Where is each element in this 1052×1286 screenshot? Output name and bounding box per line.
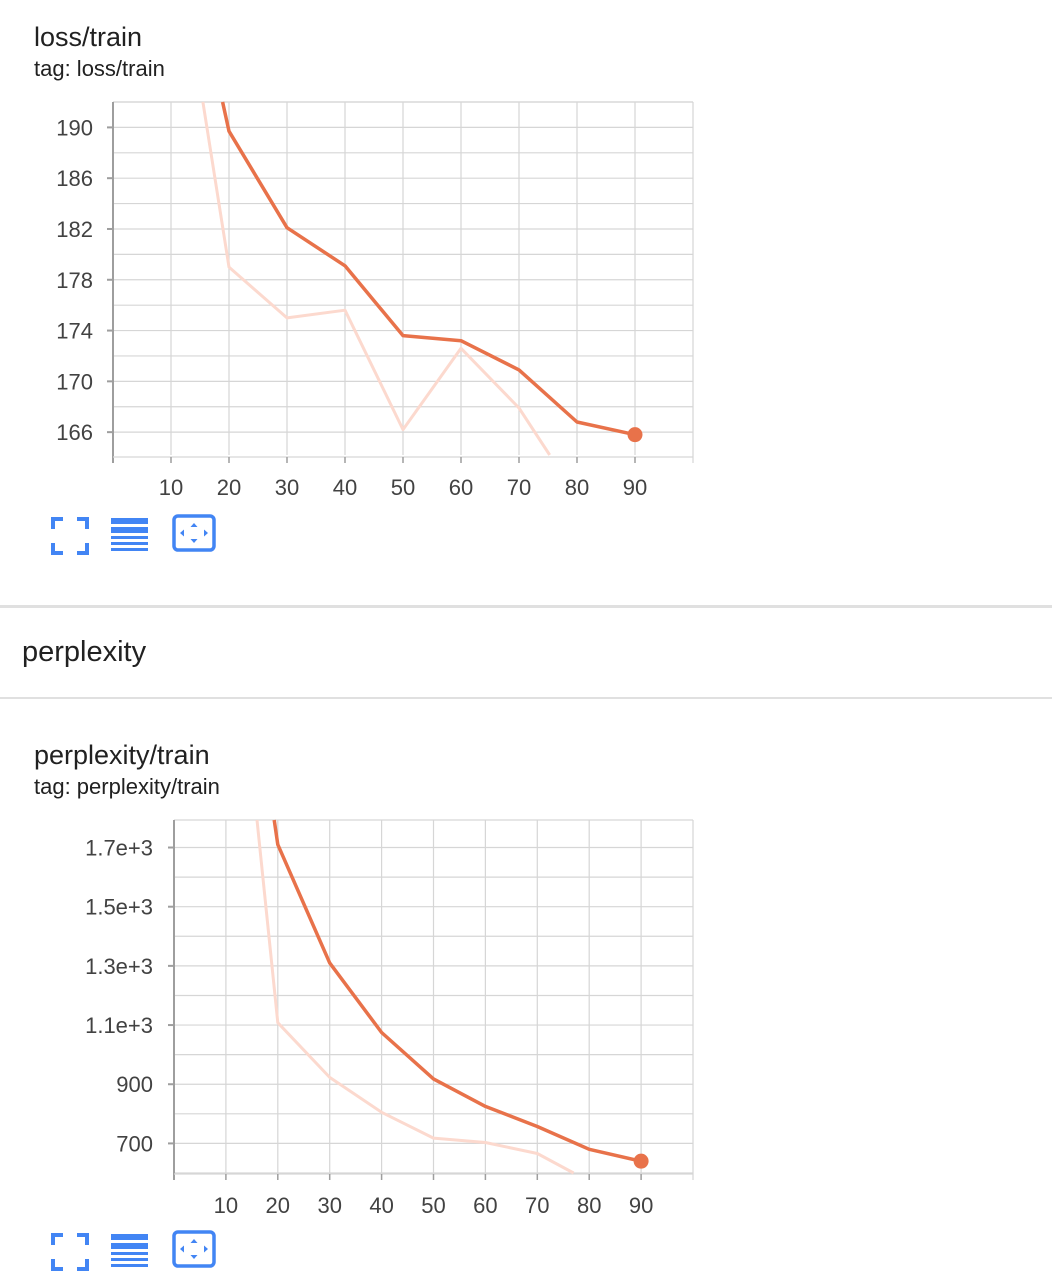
card-actions	[48, 1230, 248, 1274]
y-tick-label: 190	[56, 115, 93, 140]
card-title: perplexity/train	[34, 740, 210, 770]
x-tick-label: 50	[391, 475, 415, 500]
fullscreen-button[interactable]	[48, 514, 92, 558]
loss-train-chart[interactable]: 166 170 174 178 182 186 190 10 20 30 40 50 60 70 80 90	[0, 0, 720, 510]
grid	[113, 101, 694, 463]
group-title: perplexity	[22, 636, 147, 668]
fullscreen-icon	[51, 1233, 89, 1271]
x-tick-label: 60	[449, 475, 473, 500]
x-tick-label: 20	[217, 475, 241, 500]
x-tick-label: 60	[473, 1193, 497, 1218]
card-tag: tag: loss/train	[34, 56, 165, 81]
x-tick-label: 10	[214, 1193, 238, 1218]
x-tick-label: 90	[629, 1193, 653, 1218]
fullscreen-button[interactable]	[48, 1230, 92, 1274]
y-tick-label: 186	[56, 166, 93, 191]
perplexity-train-card: perplexity/train tag: perplexity/train 7…	[0, 720, 1052, 1286]
x-tick-label: 50	[421, 1193, 445, 1218]
card-title: loss/train	[34, 22, 143, 52]
fit-domain-button[interactable]	[172, 1230, 216, 1274]
log-scale-button[interactable]	[108, 514, 152, 558]
y-tick-label: 178	[56, 268, 93, 293]
fit-domain-button[interactable]	[172, 514, 216, 558]
card-actions	[48, 514, 248, 558]
section-divider	[0, 605, 1052, 608]
smoothed-series-line	[220, 101, 636, 437]
fit-domain-icon	[172, 514, 216, 552]
fullscreen-icon	[51, 517, 89, 555]
x-tick-label: 90	[623, 475, 647, 500]
x-tick-label: 30	[317, 1193, 341, 1218]
last-point-marker	[627, 427, 643, 443]
grid	[174, 819, 694, 1180]
y-tick-label: 166	[56, 420, 93, 445]
x-tick-label: 30	[275, 475, 299, 500]
x-tick-label: 20	[266, 1193, 290, 1218]
loss-train-card: loss/train tag: loss/train 166 170 174 178 1…	[0, 0, 1052, 600]
log-scale-toggle-icon	[111, 1234, 148, 1267]
y-tick-label: 1.7e+3	[85, 836, 153, 861]
x-tick-label: 40	[369, 1193, 393, 1218]
x-tick-label: 80	[565, 475, 589, 500]
card-tag: tag: perplexity/train	[34, 774, 220, 799]
y-tick-label: 900	[116, 1072, 153, 1097]
x-tick-label: 70	[507, 475, 531, 500]
raw-series-line	[201, 101, 551, 456]
log-scale-button[interactable]	[108, 1230, 152, 1274]
x-tick-label: 10	[159, 475, 183, 500]
group-header-divider	[0, 697, 1052, 699]
x-tick-label: 70	[525, 1193, 549, 1218]
raw-series-line	[255, 819, 575, 1175]
y-tick-label: 182	[56, 217, 93, 242]
y-tick-label: 1.1e+3	[85, 1013, 153, 1038]
y-tick-label: 174	[56, 319, 93, 344]
y-tick-label: 1.3e+3	[85, 954, 153, 979]
y-tick-label: 170	[56, 369, 93, 394]
perplexity-train-chart[interactable]: 700 900 1.1e+3 1.3e+3 1.5e+3 1.7e+3 10 20 30 40 50…	[0, 0, 720, 1230]
log-scale-toggle-icon	[111, 518, 148, 551]
x-tick-label: 80	[577, 1193, 601, 1218]
fit-domain-icon	[172, 1230, 216, 1268]
y-tick-label: 700	[116, 1131, 153, 1156]
smoothed-series-line	[272, 819, 642, 1163]
y-tick-label: 1.5e+3	[85, 895, 153, 920]
x-tick-label: 40	[333, 475, 357, 500]
last-point-marker	[633, 1153, 649, 1169]
